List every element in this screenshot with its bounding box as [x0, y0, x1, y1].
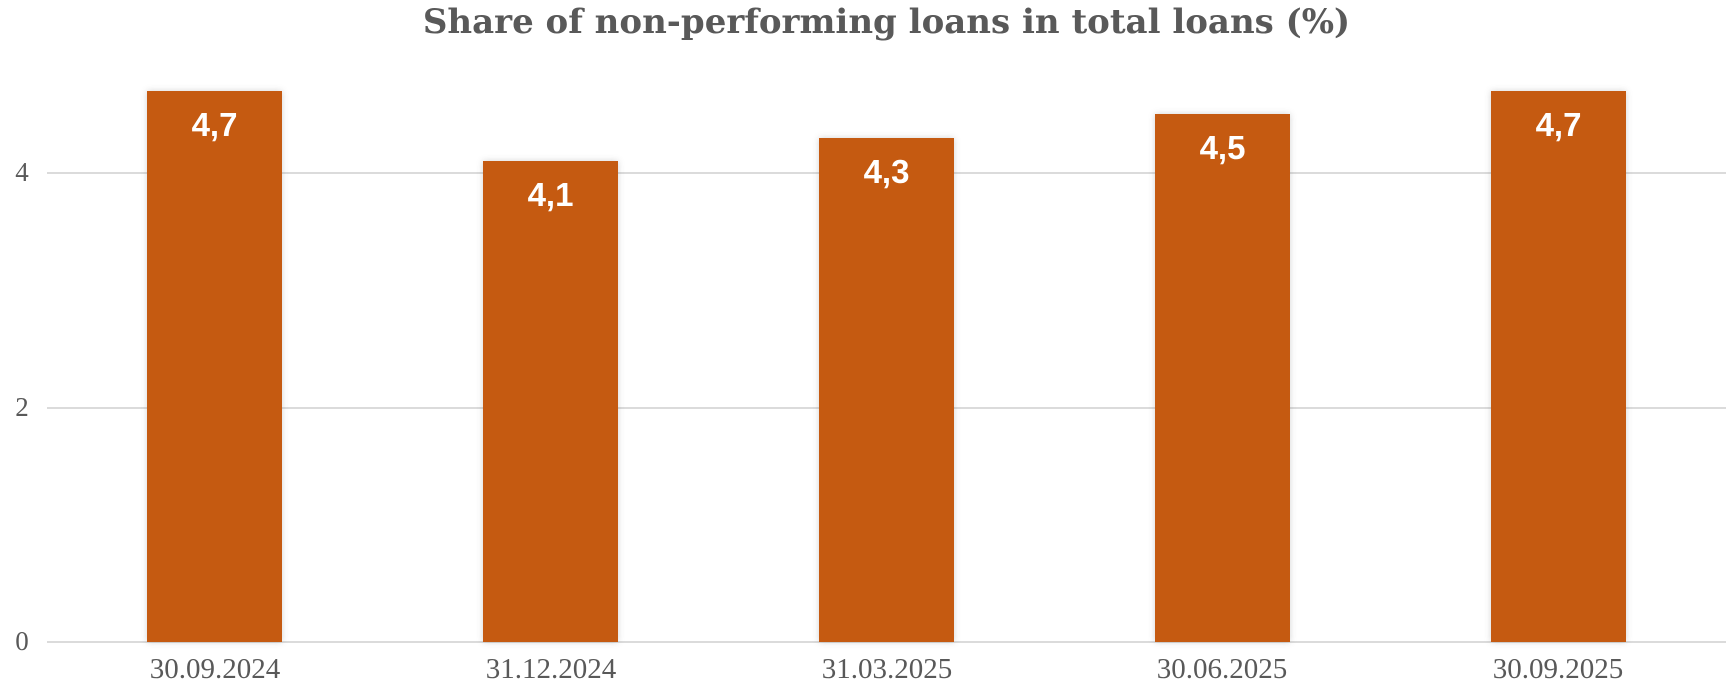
bar-value-label: 4,1	[527, 176, 574, 213]
x-axis-tick-label: 30.09.2025	[1492, 653, 1624, 685]
bar-value-label: 4,7	[191, 106, 238, 143]
bar: 4,7	[1491, 91, 1626, 642]
bar: 4,3	[819, 138, 954, 642]
y-axis-tick-label: 4	[15, 157, 29, 187]
bar-value-label: 4,5	[1199, 129, 1246, 166]
gridline	[47, 641, 1726, 643]
chart-title: Share of non-performing loans in total l…	[422, 2, 1351, 42]
x-axis-tick-label: 30.09.2024	[149, 653, 281, 685]
x-axis-tick-label: 31.12.2024	[485, 653, 617, 685]
x-axis-tick-label: 30.06.2025	[1156, 653, 1288, 685]
bar-value-label: 4,7	[1535, 106, 1582, 143]
bar: 4,7	[147, 91, 282, 642]
bar: 4,1	[483, 161, 618, 642]
bar-value-label: 4,3	[863, 153, 910, 190]
y-axis-tick-label: 0	[15, 626, 29, 656]
y-axis-tick-label: 2	[15, 391, 29, 422]
x-axis-tick-label: 31.03.2025	[821, 653, 953, 685]
bar: 4,5	[1155, 114, 1290, 642]
